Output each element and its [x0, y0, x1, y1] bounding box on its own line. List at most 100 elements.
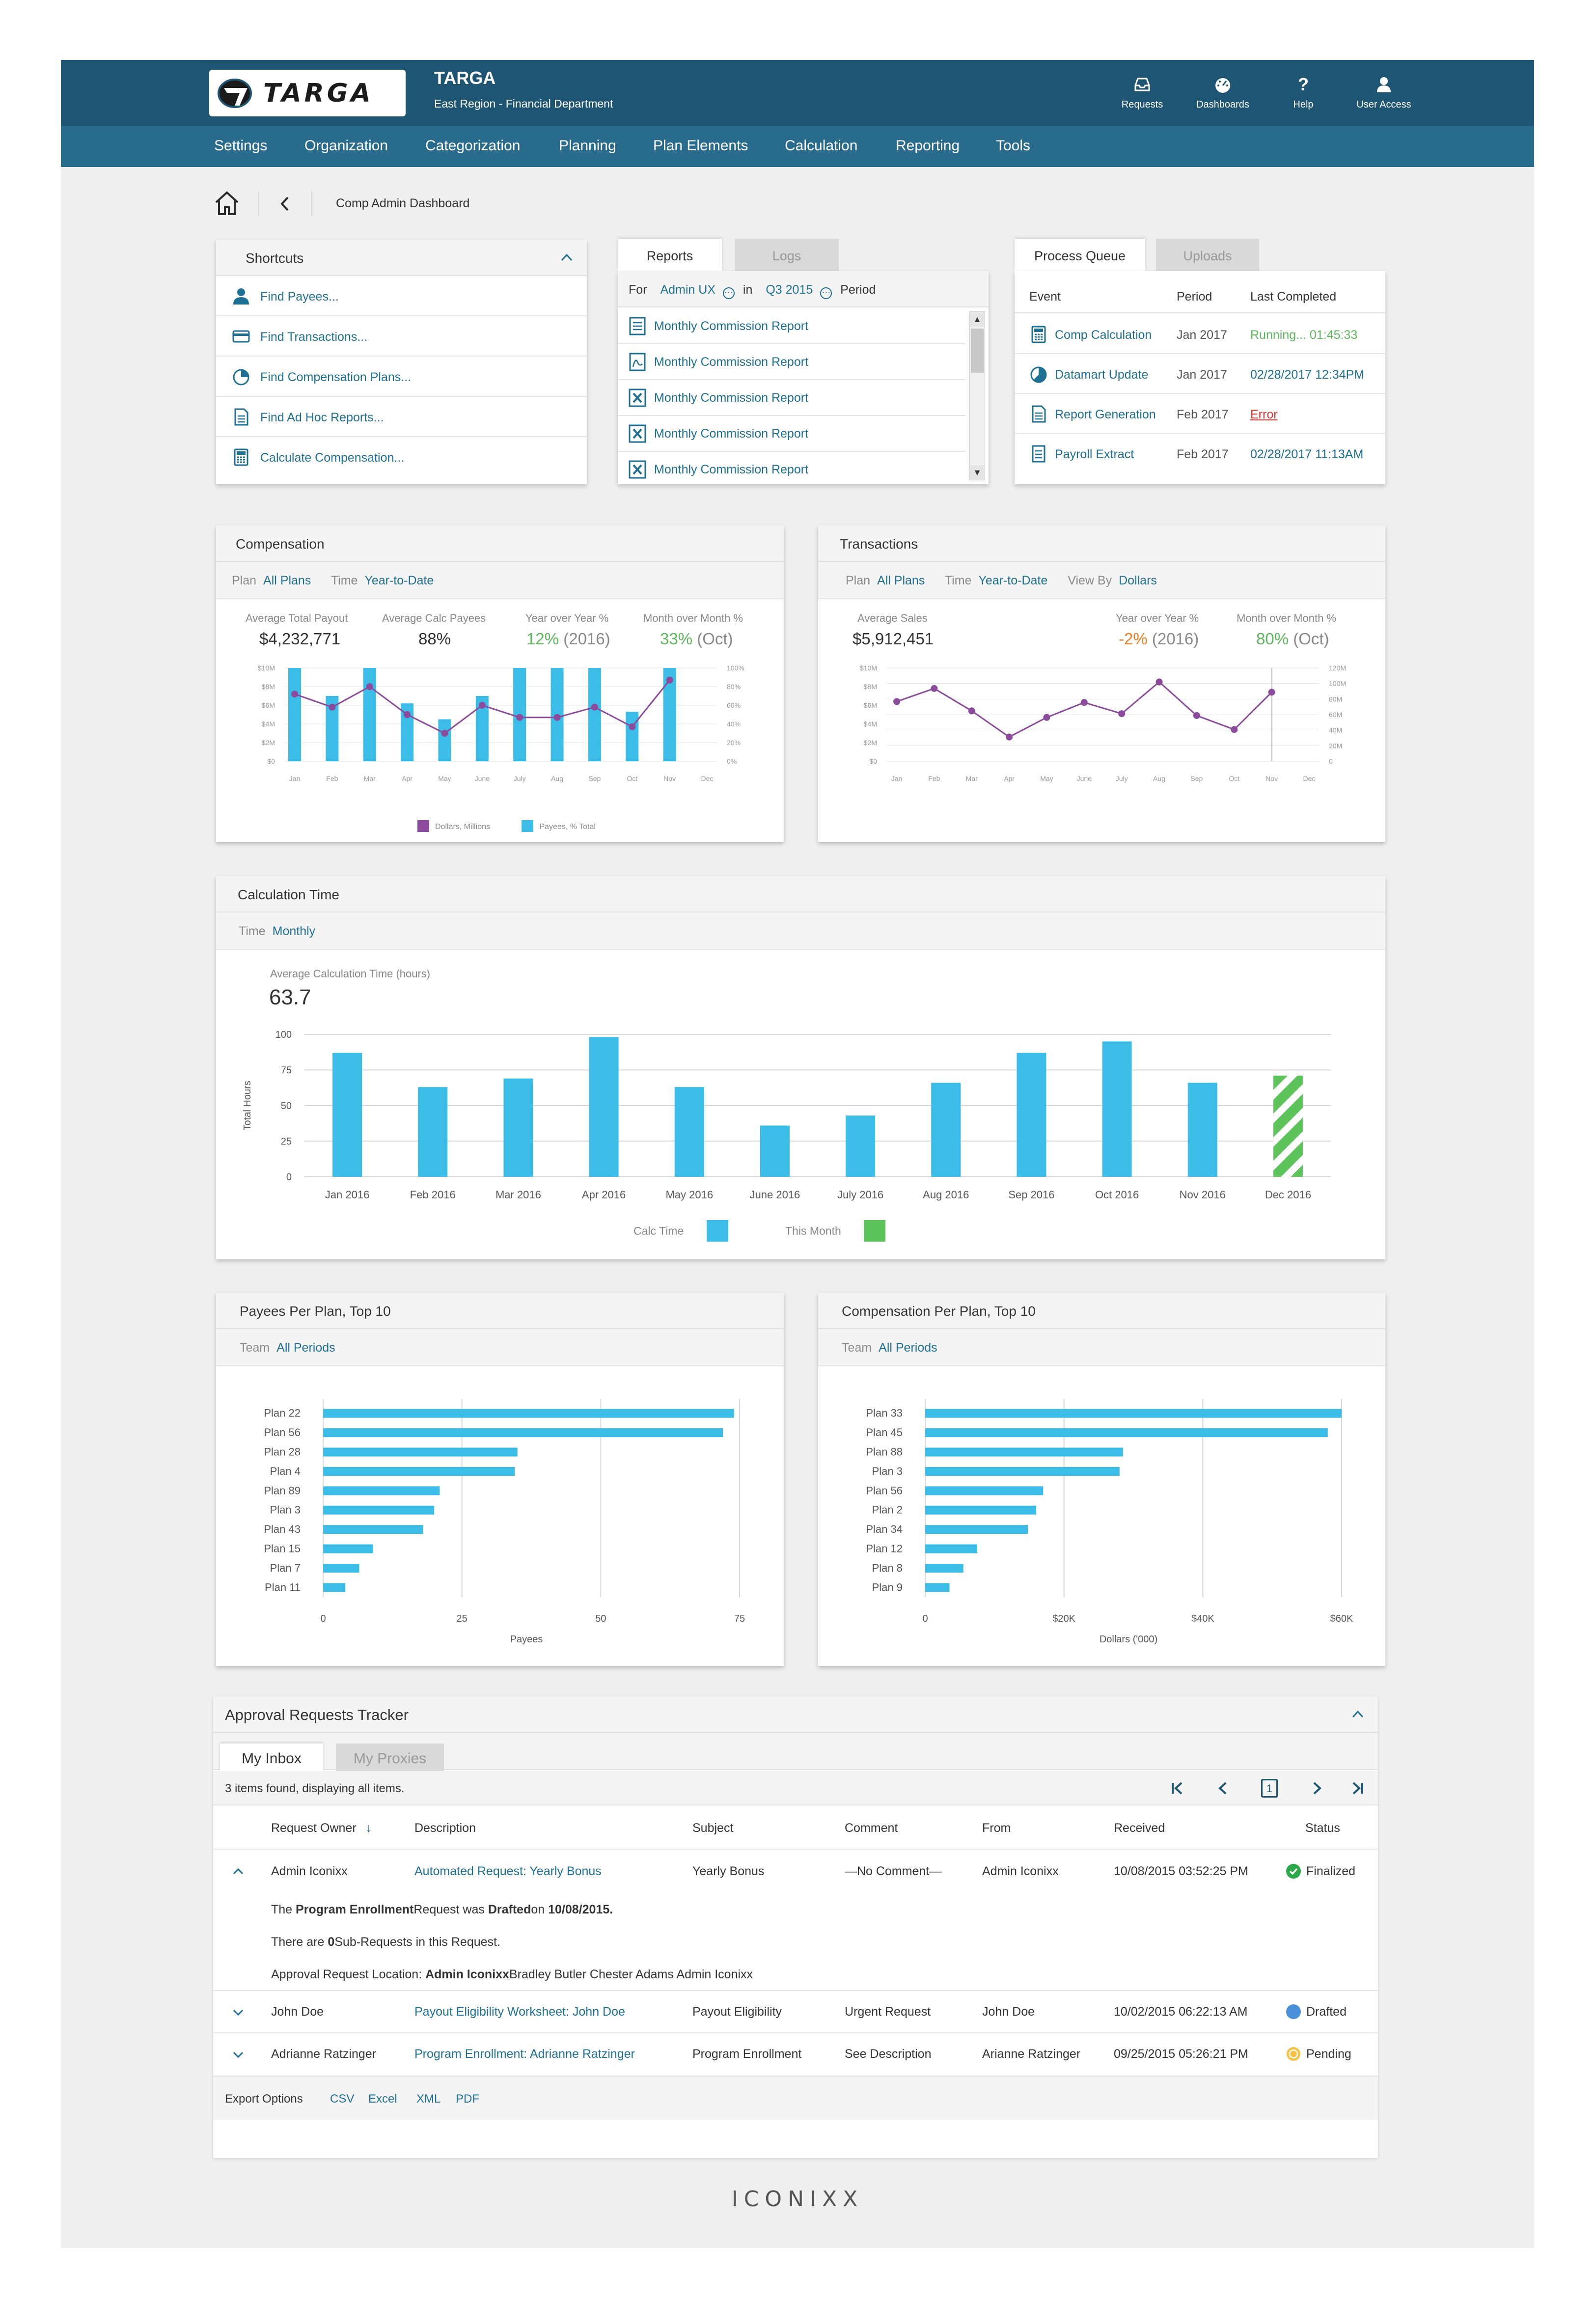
row-description-link[interactable]: Automated Request: Yearly Bonus — [414, 1864, 602, 1878]
tab-process-queue[interactable]: Process Queue — [1015, 239, 1145, 271]
expand-icon[interactable] — [232, 2048, 245, 2061]
scroll-down-icon[interactable]: ▼ — [970, 465, 985, 480]
help-button[interactable]: ? Help — [1269, 75, 1338, 111]
view-filter[interactable]: Dollars — [1119, 574, 1157, 587]
report-item[interactable]: Monthly Commission Report — [618, 344, 965, 380]
user-access-button[interactable]: User Access — [1349, 75, 1418, 111]
menu-settings[interactable]: Settings — [214, 138, 268, 154]
pq-event[interactable]: Report Generation — [1055, 408, 1156, 421]
page-number[interactable]: 1 — [1261, 1779, 1278, 1798]
pq-error-link[interactable]: Error — [1250, 408, 1278, 421]
report-item[interactable]: Monthly Commission Report — [618, 308, 965, 344]
pq-row[interactable]: Payroll Extract Feb 2017 02/28/2017 11:1… — [1015, 434, 1385, 473]
plan-filter[interactable]: All Plans — [263, 574, 311, 587]
report-item[interactable]: Monthly Commission Report — [618, 380, 965, 416]
menu-calculation[interactable]: Calculation — [785, 138, 858, 154]
team-label: Team — [842, 1341, 872, 1355]
export-xml[interactable]: XML — [416, 2092, 441, 2106]
first-page-icon[interactable] — [1169, 1780, 1185, 1797]
col-subject[interactable]: Subject — [692, 1821, 734, 1835]
team-filter[interactable]: All Periods — [276, 1341, 335, 1355]
report-item[interactable]: Monthly Commission Report — [618, 452, 965, 488]
detail-text: Bradley Butler Chester Adams Admin Iconi… — [509, 1968, 753, 1981]
scroll-thumb[interactable] — [971, 329, 984, 373]
calculation-time-filters: Time Monthly — [216, 913, 1385, 950]
col-request-owner[interactable]: Request Owner ↓ — [271, 1821, 372, 1835]
table-row[interactable]: Adrianne Ratzinger Program Enrollment: A… — [213, 2033, 1378, 2076]
team-filter[interactable]: All Periods — [879, 1341, 937, 1355]
export-csv[interactable]: CSV — [330, 2092, 355, 2106]
pq-event[interactable]: Payroll Extract — [1055, 447, 1134, 461]
y-tick-label: Plan 33 — [866, 1407, 903, 1419]
bar — [323, 1525, 423, 1534]
export-excel[interactable]: Excel — [368, 2092, 397, 2106]
requests-button[interactable]: Requests — [1108, 75, 1177, 111]
previous-page-icon[interactable] — [1215, 1780, 1232, 1797]
pq-row[interactable]: Report Generation Feb 2017 Error — [1015, 394, 1385, 434]
dashboards-button[interactable]: Dashboards — [1188, 75, 1257, 111]
in-value[interactable]: Q3 2015 — [766, 283, 813, 297]
shortcut-find-transactions[interactable]: Find Transactions... — [216, 316, 587, 357]
reports-scrollbar[interactable]: ▲ ▼ — [969, 311, 985, 480]
row-description-link[interactable]: Program Enrollment: Adrianne Ratzinger — [414, 2047, 635, 2061]
next-page-icon[interactable] — [1308, 1780, 1325, 1797]
menu-plan-elements[interactable]: Plan Elements — [653, 138, 748, 154]
detail-text: Sub-Requests in this Request. — [334, 1935, 500, 1949]
row-description-link[interactable]: Payout Eligibility Worksheet: John Doe — [414, 2005, 625, 2019]
main-menu: Settings Organization Categorization Pla… — [61, 126, 1534, 167]
menu-tools[interactable]: Tools — [996, 138, 1031, 154]
pq-row[interactable]: Comp Calculation Jan 2017 Running... 01:… — [1015, 314, 1385, 354]
export-pdf[interactable]: PDF — [456, 2092, 479, 2106]
avg-calc-time-value: 63.7 — [269, 985, 311, 1009]
pq-event[interactable]: Datamart Update — [1055, 368, 1149, 382]
shortcut-calculate[interactable]: Calculate Compensation... — [216, 437, 587, 477]
table-row[interactable]: John Doe Payout Eligibility Worksheet: J… — [213, 1991, 1378, 2033]
series-line — [896, 681, 1272, 738]
back-icon[interactable] — [277, 195, 294, 212]
collapse-icon[interactable] — [232, 1865, 245, 1878]
chevron-up-icon[interactable] — [1350, 1707, 1365, 1722]
pq-row[interactable]: Datamart Update Jan 2017 02/28/2017 12:3… — [1015, 354, 1385, 394]
pq-event[interactable]: Comp Calculation — [1055, 328, 1152, 342]
scroll-up-icon[interactable]: ▲ — [970, 312, 985, 327]
shortcuts-header[interactable]: Shortcuts — [216, 240, 587, 276]
x-tick-label: Nov — [1266, 775, 1278, 782]
shortcut-find-reports[interactable]: Find Ad Hoc Reports... — [216, 397, 587, 437]
targa-logo[interactable]: TARGA — [209, 70, 406, 116]
shortcut-find-plans[interactable]: Find Compensation Plans... — [216, 357, 587, 397]
menu-categorization[interactable]: Categorization — [425, 138, 521, 154]
menu-organization[interactable]: Organization — [304, 138, 388, 154]
tab-my-inbox[interactable]: My Inbox — [220, 1744, 323, 1771]
shortcut-find-payees[interactable]: Find Payees... — [216, 276, 587, 316]
time-filter[interactable]: Year-to-Date — [364, 574, 434, 587]
last-page-icon[interactable] — [1349, 1780, 1366, 1797]
sort-down-icon[interactable]: ↓ — [365, 1821, 372, 1835]
col-from[interactable]: From — [982, 1821, 1011, 1835]
expand-icon[interactable] — [232, 2006, 245, 2019]
for-value[interactable]: Admin UX — [660, 283, 715, 297]
more-options-icon[interactable]: ⋯ — [820, 287, 832, 299]
bar — [925, 1467, 1120, 1476]
menu-reporting[interactable]: Reporting — [896, 138, 960, 154]
calculator-icon — [1031, 326, 1046, 343]
col-description[interactable]: Description — [414, 1821, 476, 1835]
tab-reports[interactable]: Reports — [618, 239, 722, 271]
menu-planning[interactable]: Planning — [559, 138, 616, 154]
reports-card: For Admin UX ⋯ in Q3 2015 ⋯ Period Month… — [618, 271, 989, 484]
more-options-icon[interactable]: ⋯ — [722, 287, 735, 299]
report-item[interactable]: Monthly Commission Report — [618, 416, 965, 452]
col-received[interactable]: Received — [1114, 1821, 1165, 1835]
table-row[interactable]: Admin Iconixx Automated Request: Yearly … — [213, 1849, 1378, 1991]
time-filter[interactable]: Monthly — [272, 924, 316, 938]
plan-filter[interactable]: All Plans — [877, 574, 925, 587]
tab-logs[interactable]: Logs — [735, 239, 839, 271]
time-filter[interactable]: Year-to-Date — [978, 574, 1048, 587]
col-status[interactable]: Status — [1305, 1821, 1340, 1835]
approval-header[interactable]: Approval Requests Tracker — [213, 1696, 1378, 1733]
tab-uploads[interactable]: Uploads — [1156, 239, 1259, 271]
tab-my-proxies[interactable]: My Proxies — [336, 1744, 444, 1771]
y-tick-label: 100 — [275, 1029, 292, 1040]
home-icon[interactable] — [213, 190, 241, 217]
chevron-up-icon[interactable] — [559, 250, 574, 265]
col-comment[interactable]: Comment — [845, 1821, 898, 1835]
